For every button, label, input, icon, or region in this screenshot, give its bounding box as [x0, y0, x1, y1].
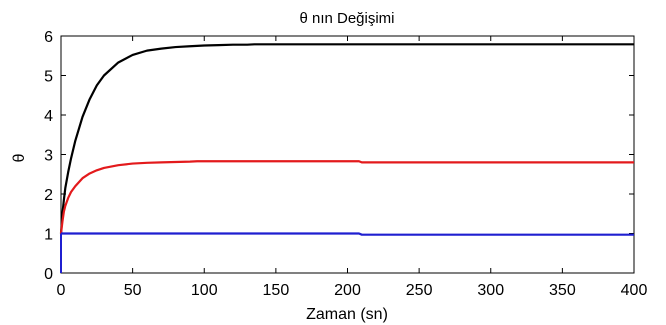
- series-line-1: [59, 43, 634, 234]
- plot-frame: [60, 35, 635, 274]
- y-tick-label: 4: [44, 108, 53, 125]
- x-tick-label: 0: [57, 282, 66, 299]
- x-tick-label: 200: [334, 282, 361, 299]
- x-axis-title: Zaman (sn): [306, 306, 388, 323]
- x-tick-label: 100: [191, 282, 218, 299]
- y-axis-title: θ: [11, 153, 28, 162]
- y-tick-label: 2: [44, 187, 53, 204]
- x-tick-label: 150: [263, 282, 290, 299]
- x-tick-label: 300: [477, 282, 504, 299]
- plot-area: 0 50 100 150 200 250 300 350 400 0 1 2 3 4 5 6: [44, 29, 647, 299]
- y-tick-label: 6: [44, 29, 53, 46]
- y-tick-label: 0: [44, 266, 53, 283]
- x-tick-label: 250: [406, 282, 433, 299]
- x-tick-label: 350: [549, 282, 576, 299]
- y-tick-label: 1: [44, 227, 53, 244]
- chart-title: θ nın Değişimi: [299, 10, 394, 27]
- series-line-2: [59, 160, 634, 234]
- series-line-3: [61, 232, 634, 236]
- y-tick-label: 3: [44, 148, 53, 165]
- x-tick-label: 50: [124, 282, 142, 299]
- y-tick-label: 5: [44, 69, 53, 86]
- x-tick-label: 400: [621, 282, 648, 299]
